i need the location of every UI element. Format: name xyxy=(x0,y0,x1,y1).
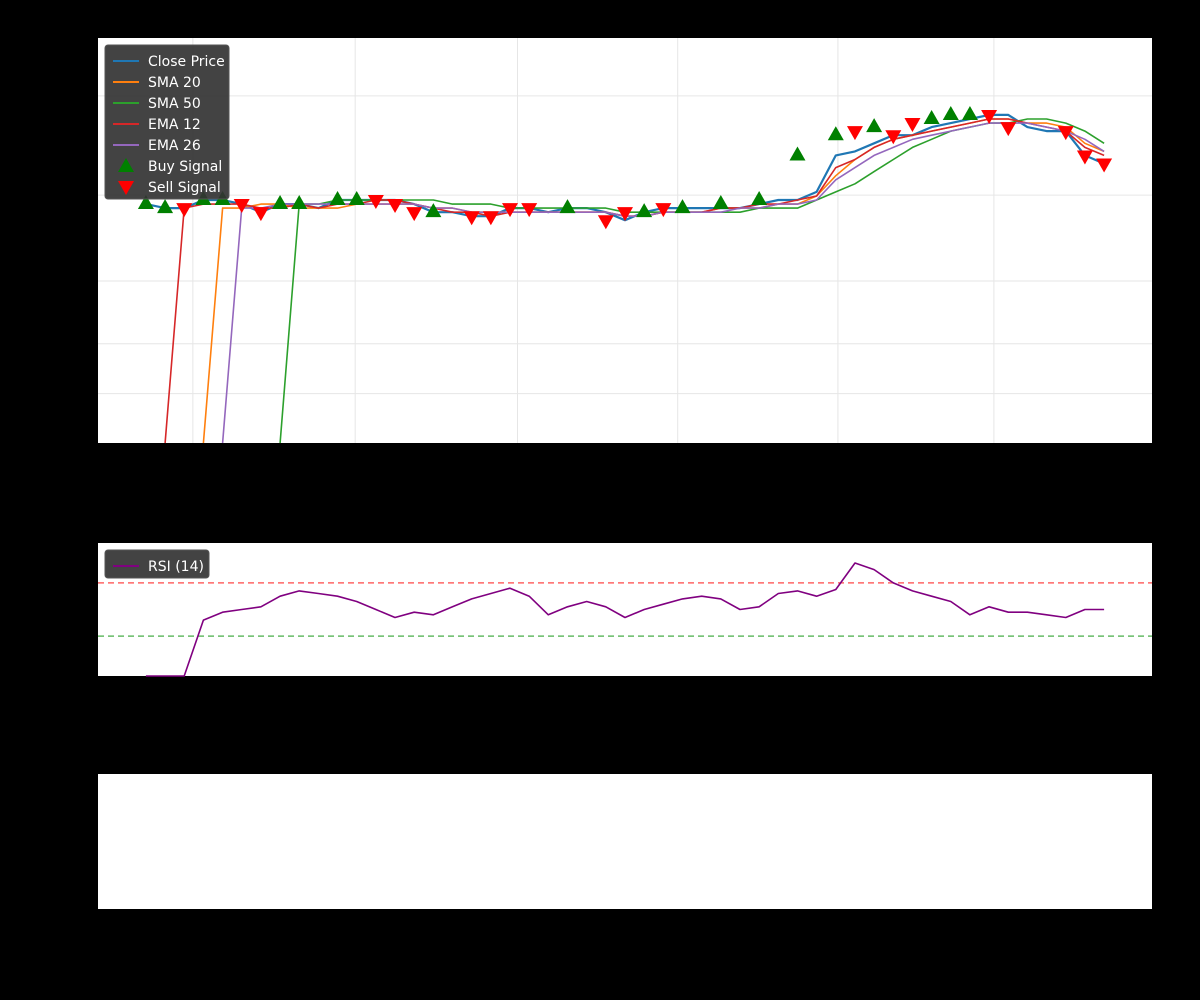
legend-label-sma-20: SMA 20 xyxy=(148,75,201,91)
buy-signal-marker xyxy=(291,195,308,210)
buy-signal-marker xyxy=(827,126,844,141)
buy-signal-marker xyxy=(942,105,959,120)
sell-signal-marker xyxy=(176,203,193,218)
sell-signal-marker xyxy=(597,215,614,230)
buy-signal-marker xyxy=(751,191,768,205)
sell-signal-marker xyxy=(463,211,480,226)
sell-signal-marker xyxy=(981,109,998,124)
sell-signal-marker xyxy=(387,199,404,214)
sell-signal-marker xyxy=(406,207,423,222)
legend-label-buy-signal: Buy Signal xyxy=(148,159,222,175)
buy-signal-marker xyxy=(272,195,289,210)
price-signals xyxy=(137,105,1113,230)
sell-signal-marker xyxy=(846,126,863,141)
legend-label-sma-50: SMA 50 xyxy=(148,96,201,112)
sell-signal-marker xyxy=(521,203,538,218)
sell-signal-marker xyxy=(252,207,269,222)
sell-signal-marker xyxy=(233,199,250,214)
buy-signal-marker xyxy=(866,118,883,133)
buy-signal-marker xyxy=(137,195,154,210)
legend-label-close-price: Close Price xyxy=(148,54,225,70)
empty-panel xyxy=(98,774,1152,909)
rsi-legend[interactable]: RSI (14) xyxy=(104,549,210,579)
buy-signal-marker xyxy=(559,199,576,214)
sell-signal-marker xyxy=(1057,126,1074,141)
legend-swatch-buy-signal xyxy=(118,158,134,172)
buy-signal-marker xyxy=(674,199,691,214)
legend-swatch-sell-signal xyxy=(118,181,134,195)
buy-signal-marker xyxy=(425,203,442,218)
legend-frame xyxy=(104,549,210,579)
price-panel: Close Price SMA 20 SMA 50 EMA 12 EMA 26 Buy S… xyxy=(98,38,1152,444)
buy-signal-marker xyxy=(923,110,940,124)
rsi-panel-background xyxy=(98,543,1152,676)
sell-signal-marker xyxy=(904,118,921,133)
legend-label-rsi-14: RSI (14) xyxy=(148,559,204,575)
rsi-lines xyxy=(145,562,1105,677)
buy-signal-marker xyxy=(712,195,729,210)
sell-signal-marker xyxy=(1076,150,1093,165)
legend-label-ema-26: EMA 26 xyxy=(148,138,201,154)
buy-signal-marker xyxy=(636,203,653,218)
buy-signal-marker xyxy=(329,191,346,205)
buy-signal-marker xyxy=(789,146,806,161)
sell-signal-marker xyxy=(617,207,633,222)
legend-label-ema-12: EMA 12 xyxy=(148,117,201,133)
price-panel-background xyxy=(98,38,1152,443)
buy-signal-marker xyxy=(157,199,174,214)
sell-signal-marker xyxy=(1096,158,1113,173)
sell-signal-marker xyxy=(482,211,499,226)
empty-panel-background xyxy=(98,774,1152,909)
sell-signal-marker xyxy=(885,130,902,145)
rsi-series-rsi-14 xyxy=(145,562,1105,677)
price-legend[interactable]: Close Price SMA 20 SMA 50 EMA 12 EMA 26 Buy S… xyxy=(104,44,230,200)
sell-signal-marker xyxy=(367,195,384,209)
sell-signal-marker xyxy=(1000,122,1017,137)
rsi-panel: RSI (14) xyxy=(98,543,1152,677)
legend-label-sell-signal: Sell Signal xyxy=(148,180,221,196)
legend-frame xyxy=(104,44,230,200)
buy-signal-marker xyxy=(961,105,978,120)
sell-signal-marker xyxy=(655,203,672,218)
sell-signal-marker xyxy=(502,203,519,218)
rsi-reference-lines xyxy=(98,582,1152,637)
buy-signal-marker xyxy=(348,191,365,205)
